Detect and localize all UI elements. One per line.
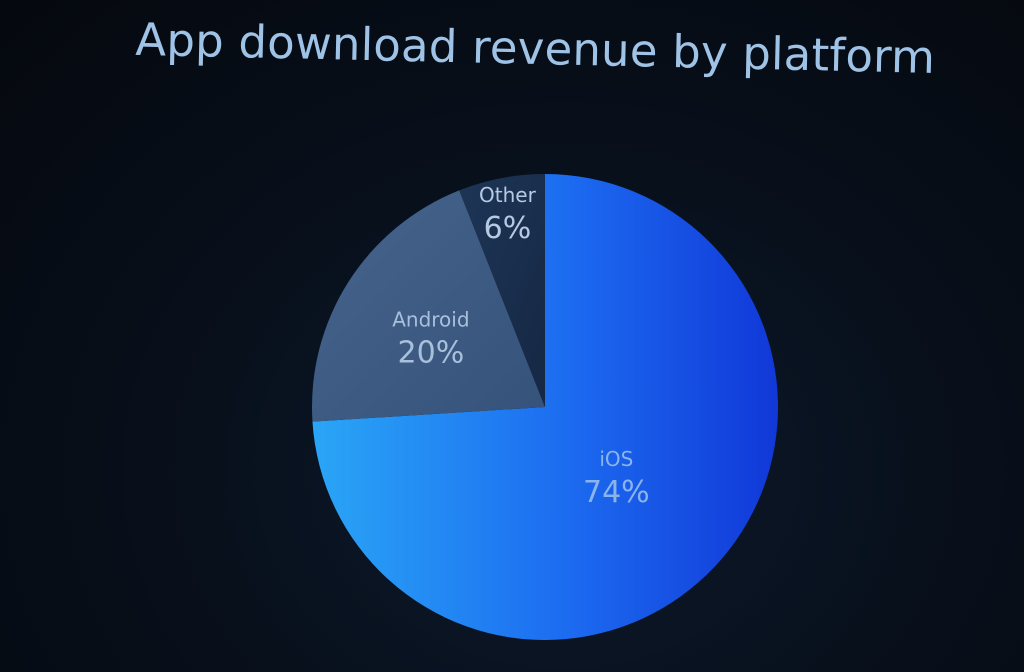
pie-slice-ios xyxy=(312,174,778,641)
slice-value-ios: 74% xyxy=(583,475,650,510)
slice-value-other: 6% xyxy=(484,211,532,246)
pie-slice-other xyxy=(459,174,545,407)
slice-value-android: 20% xyxy=(398,336,465,371)
slice-label-other: Other xyxy=(479,183,537,207)
slice-label-android: Android xyxy=(392,308,469,332)
pie-slice-android xyxy=(312,190,545,422)
slice-label-ios: iOS xyxy=(599,447,633,471)
